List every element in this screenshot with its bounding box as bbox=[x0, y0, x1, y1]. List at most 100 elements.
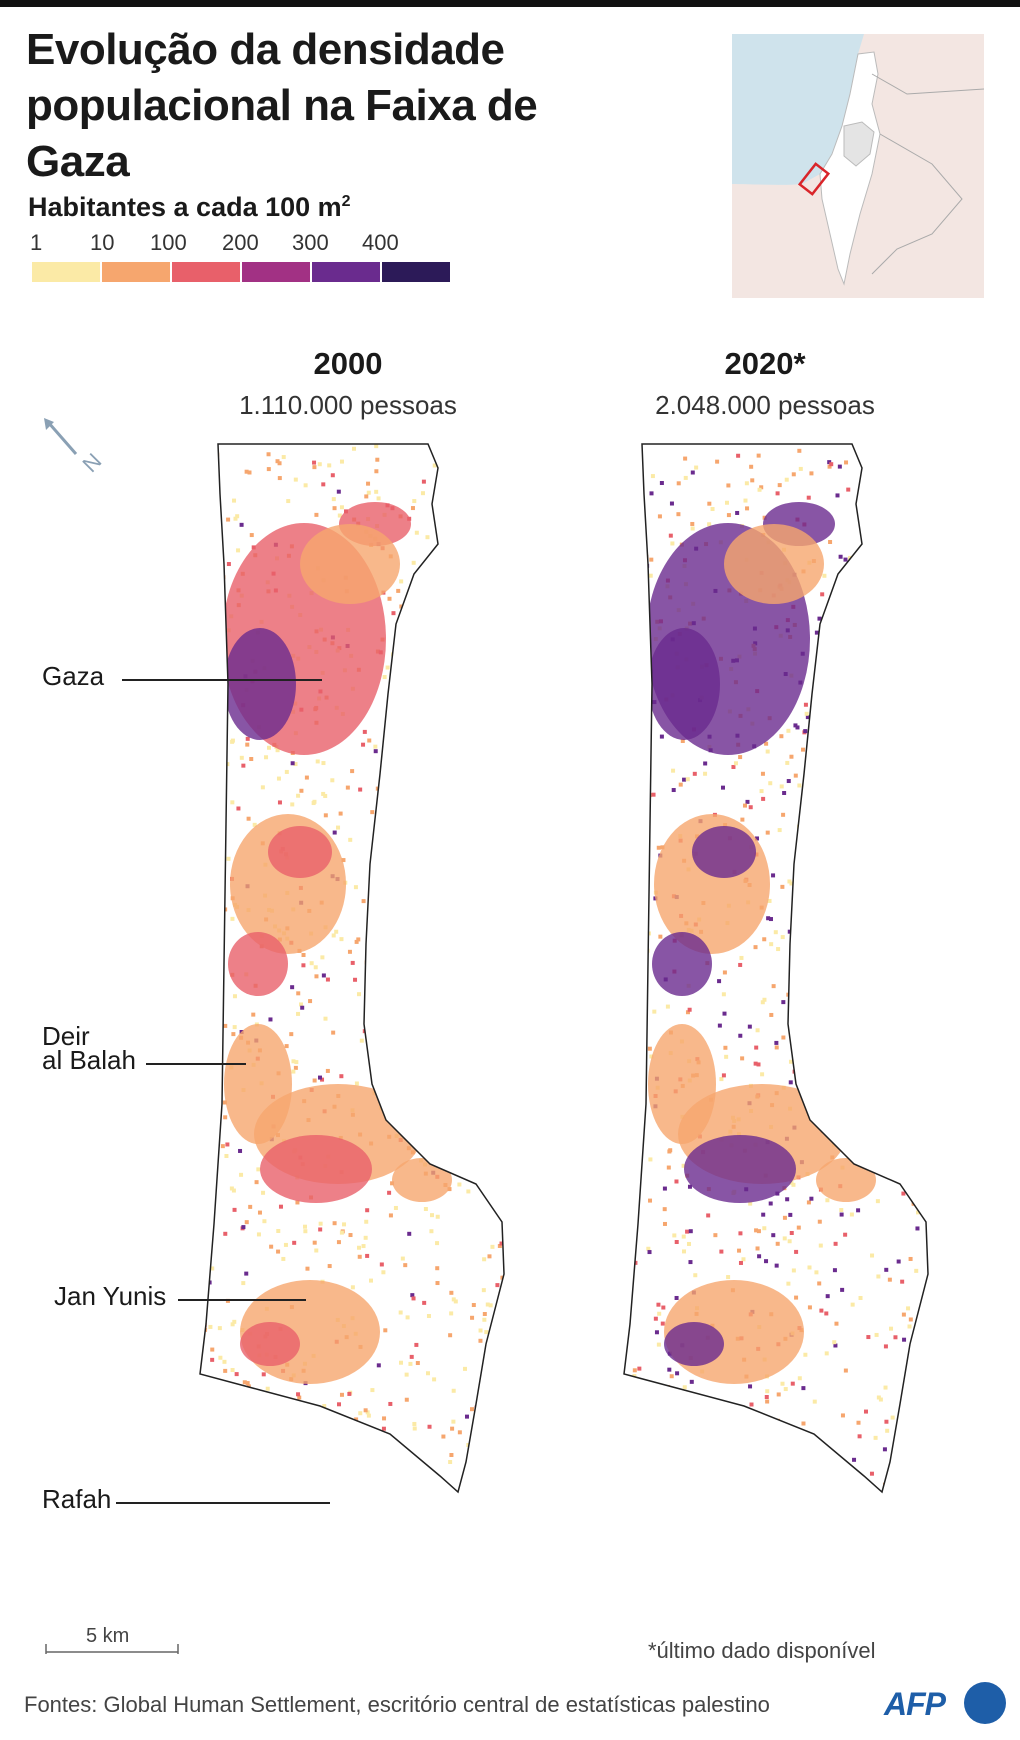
density-cell bbox=[393, 704, 398, 709]
density-cell bbox=[347, 1391, 352, 1396]
density-cell bbox=[420, 998, 425, 1003]
density-cell bbox=[499, 572, 504, 577]
density-cell bbox=[837, 982, 842, 987]
density-cell bbox=[445, 545, 450, 550]
density-cell bbox=[694, 465, 699, 470]
density-cell bbox=[502, 755, 504, 760]
density-cell bbox=[710, 507, 715, 512]
density-cell bbox=[927, 488, 928, 493]
density-cell bbox=[230, 916, 235, 921]
density-cell bbox=[205, 679, 210, 684]
locator-gaza-highlight bbox=[797, 162, 831, 196]
density-cell bbox=[408, 1062, 413, 1067]
density-cell bbox=[831, 869, 836, 874]
density-cell bbox=[370, 810, 375, 815]
density-cell bbox=[460, 884, 465, 889]
density-cell bbox=[290, 802, 295, 807]
density-cell bbox=[824, 997, 829, 1002]
density-cell bbox=[451, 1388, 456, 1393]
density-cell bbox=[433, 827, 438, 832]
legend-swatch bbox=[32, 262, 100, 282]
density-cell bbox=[223, 1368, 228, 1373]
density-cell bbox=[451, 1419, 456, 1424]
density-cell bbox=[388, 1401, 393, 1406]
density-cell bbox=[501, 960, 504, 965]
density-cell bbox=[337, 513, 342, 518]
density-cell bbox=[829, 740, 834, 745]
density-cell bbox=[833, 1241, 838, 1246]
density-cell bbox=[423, 710, 428, 715]
density-cell bbox=[371, 1487, 376, 1492]
density-cell bbox=[876, 1395, 881, 1400]
density-cell bbox=[844, 460, 849, 465]
density-cell bbox=[447, 1008, 452, 1013]
density-cell bbox=[414, 1342, 419, 1347]
density-cell bbox=[706, 1213, 711, 1218]
density-cell bbox=[476, 1168, 481, 1173]
density-cell bbox=[408, 966, 413, 971]
density-cell bbox=[911, 852, 916, 857]
density-cell bbox=[380, 1483, 385, 1488]
density-cluster bbox=[816, 1158, 876, 1202]
density-cell bbox=[812, 1399, 817, 1404]
density-cell bbox=[494, 868, 499, 873]
density-cell bbox=[417, 760, 422, 765]
density-cell bbox=[685, 1446, 690, 1451]
density-cell bbox=[444, 1156, 449, 1161]
density-cell bbox=[449, 1453, 454, 1458]
density-cell bbox=[895, 576, 900, 581]
density-cell bbox=[403, 683, 408, 688]
density-cell bbox=[491, 553, 496, 558]
density-cell bbox=[789, 754, 794, 759]
density-cell bbox=[200, 687, 205, 692]
density-cell bbox=[896, 1107, 901, 1112]
density-cell bbox=[660, 1321, 665, 1326]
density-cell bbox=[902, 768, 907, 773]
density-cell bbox=[411, 1296, 416, 1301]
density-cell bbox=[290, 985, 295, 990]
density-cell bbox=[444, 912, 449, 917]
density-cell bbox=[283, 1481, 288, 1486]
density-cell bbox=[441, 1079, 446, 1084]
density-cell bbox=[407, 810, 412, 815]
density-cell bbox=[682, 1441, 687, 1446]
density-cell bbox=[732, 1499, 736, 1503]
density-cell bbox=[661, 1305, 666, 1310]
density-cell bbox=[626, 865, 631, 870]
density-cell bbox=[455, 997, 460, 1002]
density-cell bbox=[905, 688, 910, 693]
density-cell bbox=[800, 900, 805, 905]
density-cell bbox=[666, 1389, 671, 1394]
density-cell bbox=[466, 539, 471, 544]
density-cell bbox=[717, 1023, 722, 1028]
density-cell bbox=[739, 955, 744, 960]
density-cell bbox=[844, 1028, 849, 1033]
density-cell bbox=[797, 1026, 802, 1031]
density-cell bbox=[414, 622, 419, 627]
density-cell bbox=[484, 654, 489, 659]
density-cell bbox=[230, 738, 235, 743]
density-cell bbox=[910, 666, 915, 671]
density-cell bbox=[225, 1142, 230, 1147]
density-cell bbox=[929, 1008, 933, 1012]
density-cell bbox=[890, 791, 895, 796]
density-cell bbox=[654, 1477, 659, 1482]
density-cell bbox=[790, 1381, 795, 1386]
density-cell bbox=[839, 1208, 844, 1213]
density-cell bbox=[890, 457, 895, 462]
density-cell bbox=[669, 501, 674, 506]
density-cell bbox=[503, 1027, 504, 1032]
density-cell bbox=[655, 1395, 660, 1400]
density-cell bbox=[648, 573, 653, 578]
density-cell bbox=[231, 1032, 236, 1037]
density-cell bbox=[241, 763, 246, 768]
density-cell bbox=[775, 491, 780, 496]
density-cell bbox=[867, 801, 872, 806]
density-cell bbox=[472, 769, 477, 774]
density-cell bbox=[387, 1459, 392, 1464]
density-cell bbox=[845, 929, 850, 934]
scale-label: 5 km bbox=[86, 1625, 130, 1647]
density-cell bbox=[783, 1387, 788, 1392]
density-cell bbox=[339, 1074, 344, 1079]
density-cell bbox=[909, 1457, 914, 1462]
